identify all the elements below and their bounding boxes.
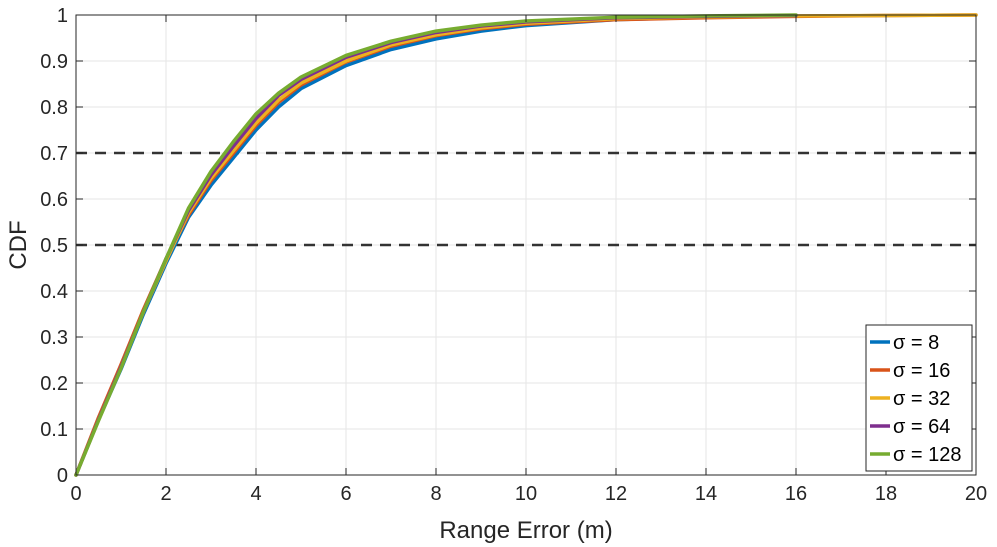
reference-lines bbox=[76, 151, 976, 247]
y-tick-label: 0 bbox=[57, 465, 68, 487]
x-tick-label: 14 bbox=[695, 483, 717, 505]
legend-label: σ = 8 bbox=[893, 332, 939, 354]
x-tick-label: 20 bbox=[965, 483, 987, 505]
y-tick-label: 0.1 bbox=[40, 419, 68, 441]
x-tick-label: 0 bbox=[70, 483, 81, 505]
x-axis-title: Range Error (m) bbox=[439, 517, 612, 544]
legend-label: σ = 64 bbox=[893, 416, 950, 438]
y-axis-title: CDF bbox=[5, 220, 32, 269]
y-tick-label: 0.6 bbox=[40, 189, 68, 211]
x-tick-label: 10 bbox=[515, 483, 537, 505]
legend-label: σ = 16 bbox=[893, 360, 950, 382]
y-tick-label: 0.8 bbox=[40, 97, 68, 119]
x-tick-label: 8 bbox=[430, 483, 441, 505]
y-tick-label: 0.9 bbox=[40, 51, 68, 73]
legend-label: σ = 32 bbox=[893, 388, 950, 410]
x-tick-label: 6 bbox=[340, 483, 351, 505]
x-tick-label: 2 bbox=[160, 483, 171, 505]
x-tick-label: 16 bbox=[785, 483, 807, 505]
x-tick-label: 12 bbox=[605, 483, 627, 505]
y-tick-label: 0.3 bbox=[40, 327, 68, 349]
legend-label: σ = 128 bbox=[893, 444, 962, 466]
y-tick-label: 0.7 bbox=[40, 143, 68, 165]
x-tick-label: 18 bbox=[875, 483, 897, 505]
y-tick-label: 0.4 bbox=[40, 281, 68, 303]
x-tick-label: 4 bbox=[250, 483, 261, 505]
y-tick-label: 0.5 bbox=[40, 235, 68, 257]
legend: σ = 8 σ = 16 σ = 32 σ = 64 σ = 128 bbox=[865, 324, 973, 472]
y-tick-label: 0.2 bbox=[40, 373, 68, 395]
tick-labels: 0 2 4 6 8 10 12 14 16 18 20 0 0.1 0.2 0.3 0.4 0.5 0.6 0.7 0… bbox=[40, 5, 987, 505]
y-tick-label: 1 bbox=[57, 5, 68, 27]
